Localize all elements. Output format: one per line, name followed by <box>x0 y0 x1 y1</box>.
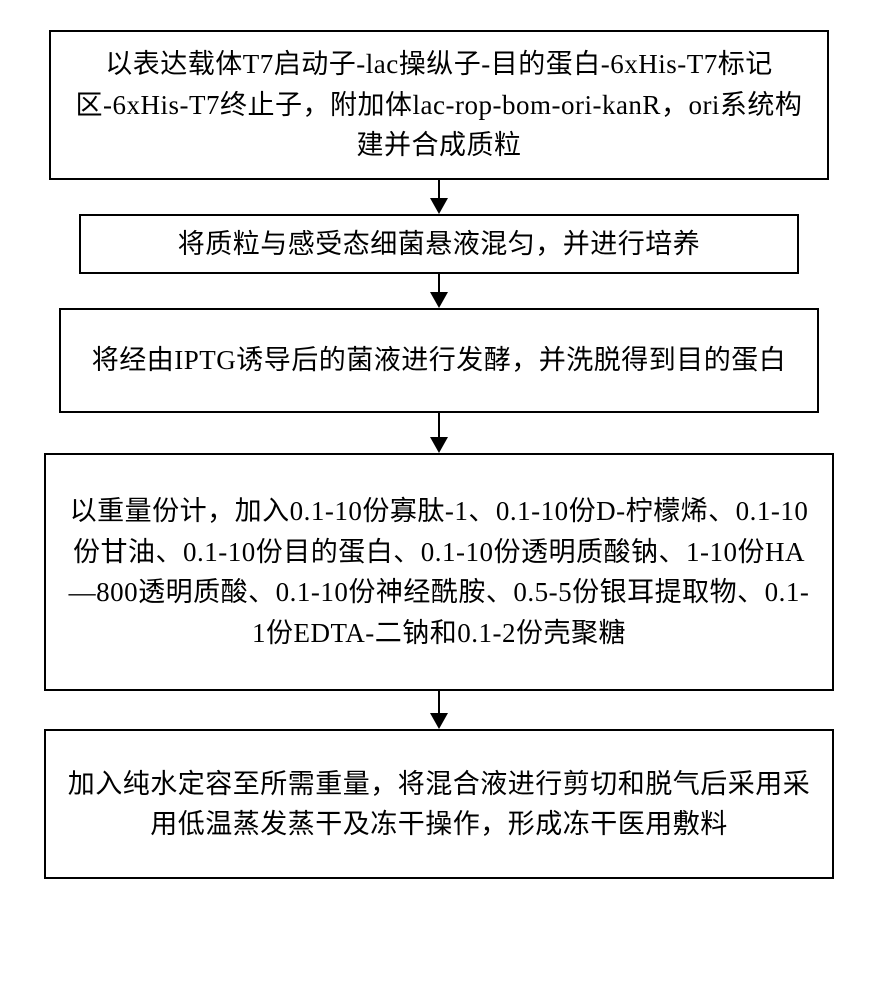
arrow-2-3 <box>430 274 448 308</box>
arrow-head-icon <box>430 198 448 214</box>
flowchart-step-5: 加入纯水定容至所需重量，将混合液进行剪切和脱气后采用采用低温蒸发蒸干及冻干操作，… <box>44 729 834 879</box>
step-5-text: 加入纯水定容至所需重量，将混合液进行剪切和脱气后采用采用低温蒸发蒸干及冻干操作，… <box>64 764 814 845</box>
arrow-4-5 <box>430 691 448 729</box>
arrow-1-2 <box>430 180 448 214</box>
arrow-line <box>438 180 440 198</box>
arrow-head-icon <box>430 713 448 729</box>
step-1-text: 以表达载体T7启动子-lac操纵子-目的蛋白-6xHis-T7标记区-6xHis… <box>69 44 809 166</box>
arrow-line <box>438 274 440 292</box>
step-2-text: 将质粒与感受态细菌悬液混匀，并进行培养 <box>178 224 701 265</box>
flowchart-step-2: 将质粒与感受态细菌悬液混匀，并进行培养 <box>79 214 799 274</box>
arrow-line <box>438 691 440 713</box>
arrow-line <box>438 413 440 437</box>
flowchart-step-4: 以重量份计，加入0.1-10份寡肽-1、0.1-10份D-柠檬烯、0.1-10份… <box>44 453 834 691</box>
arrow-head-icon <box>430 437 448 453</box>
flowchart-step-3: 将经由IPTG诱导后的菌液进行发酵，并洗脱得到目的蛋白 <box>59 308 819 413</box>
flowchart-step-1: 以表达载体T7启动子-lac操纵子-目的蛋白-6xHis-T7标记区-6xHis… <box>49 30 829 180</box>
step-4-text: 以重量份计，加入0.1-10份寡肽-1、0.1-10份D-柠檬烯、0.1-10份… <box>64 491 814 653</box>
step-3-text: 将经由IPTG诱导后的菌液进行发酵，并洗脱得到目的蛋白 <box>92 340 787 381</box>
arrow-3-4 <box>430 413 448 453</box>
arrow-head-icon <box>430 292 448 308</box>
